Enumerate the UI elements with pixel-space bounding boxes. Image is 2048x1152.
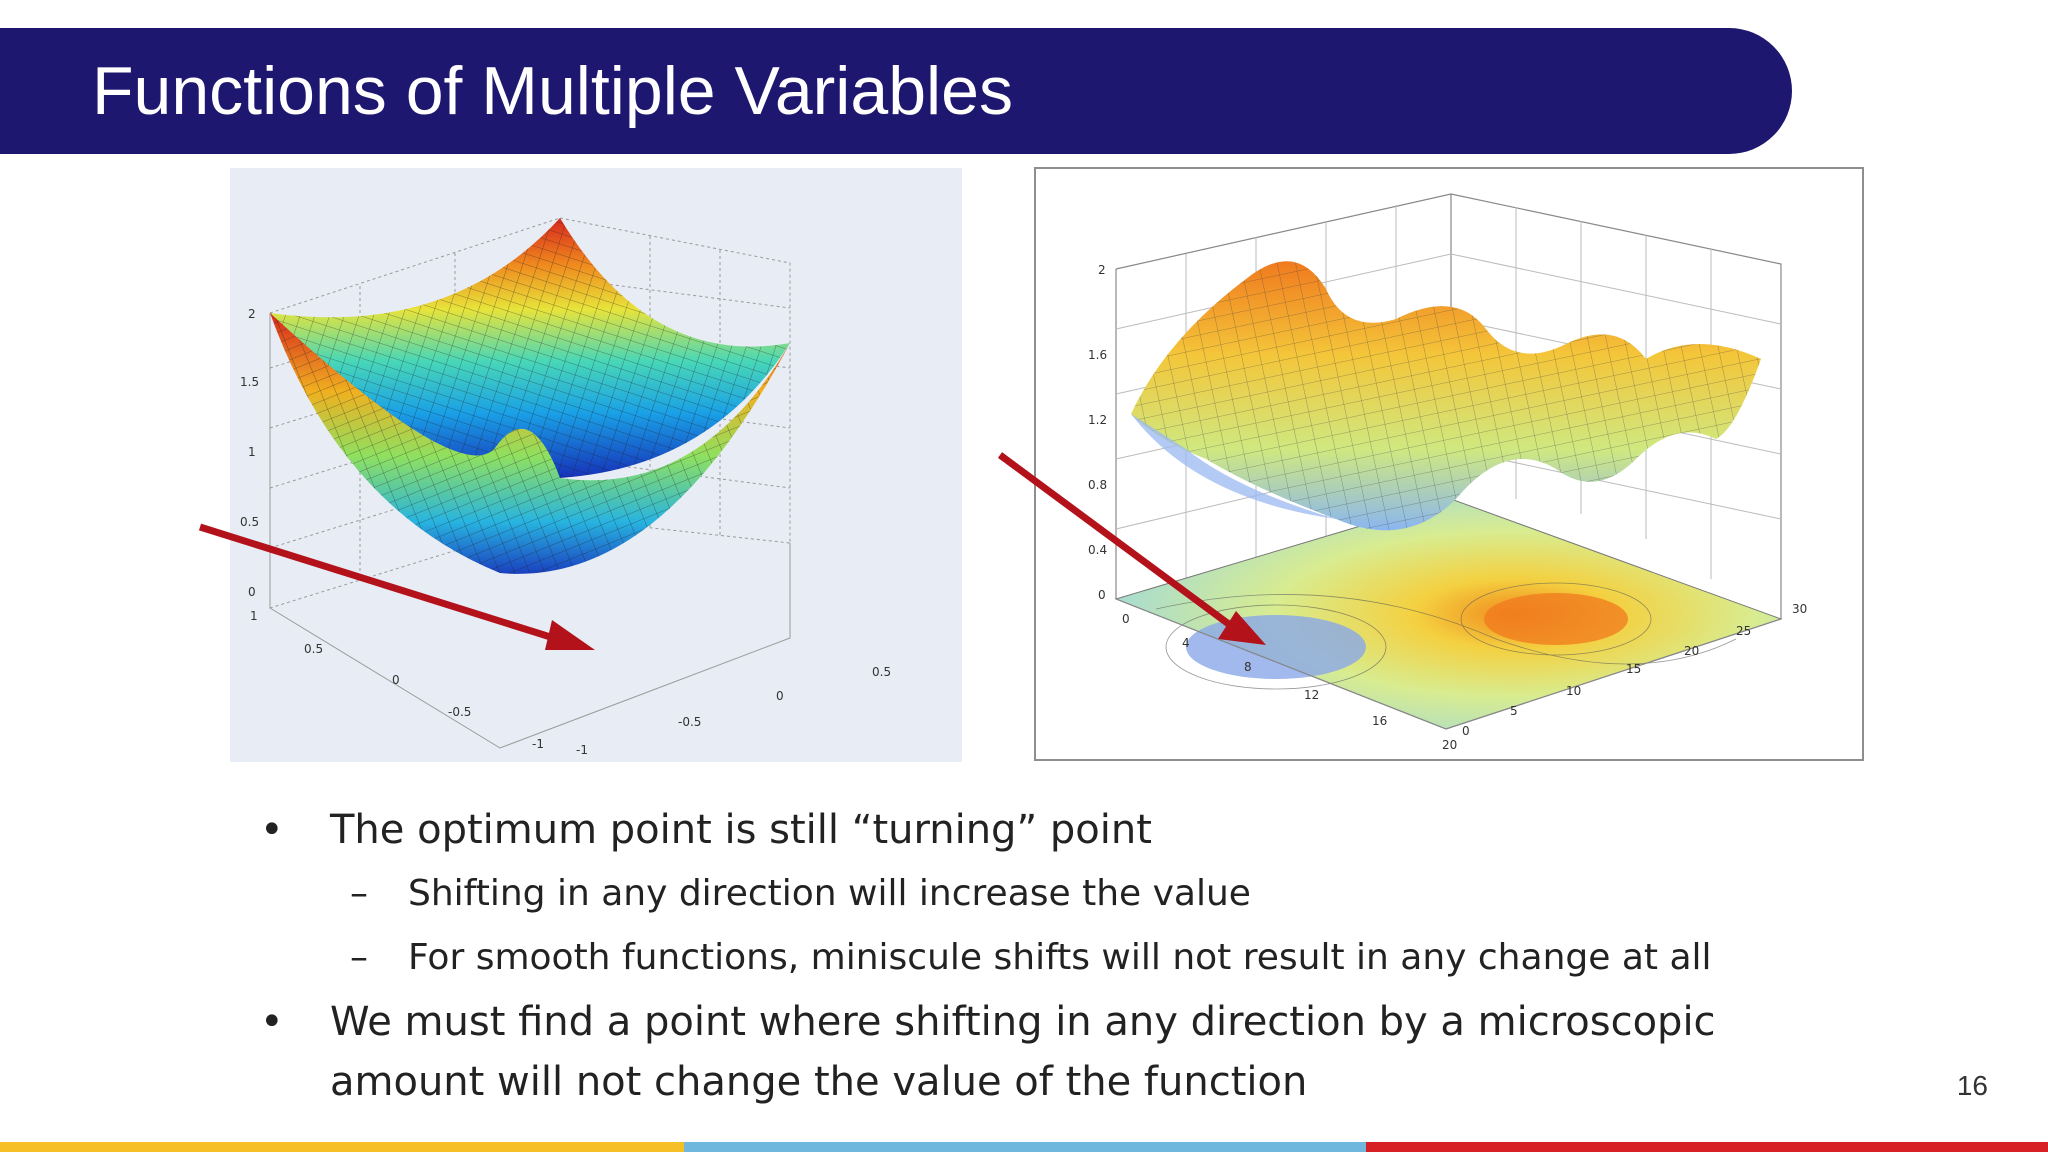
x-tick: -1 (532, 737, 544, 751)
minimum-arrow-left (198, 523, 595, 650)
sub-bullet-text: For smooth functions, miniscule shifts w… (408, 937, 1712, 978)
z-tick: 0 (248, 585, 256, 599)
bullet-dot: • (260, 807, 284, 853)
x-tick: 1 (250, 609, 258, 623)
z-tick: 1 (248, 445, 256, 459)
footer-segment-blue (684, 1142, 1366, 1152)
z-tick: 0 (1098, 588, 1106, 602)
y-tick: 25 (1736, 624, 1751, 638)
x-tick: 4 (1182, 636, 1190, 650)
sub-bullet-item: – For smooth functions, miniscule shifts… (260, 928, 1740, 988)
z-tick: 1.5 (240, 375, 259, 389)
paraboloid-surface-figure: 2 1.5 1 0.5 0 1 0.5 0 -0.5 -1 -1 -0.5 0 … (230, 168, 962, 762)
nonconvex-surface-figure: 2 1.6 1.2 0.8 0.4 0 0 4 8 12 16 20 0 5 1… (1034, 167, 1864, 761)
z-tick: 2 (248, 307, 256, 321)
y-tick: -1 (576, 743, 588, 757)
x-tick: 0.5 (304, 642, 323, 656)
x-tick: 16 (1372, 714, 1387, 728)
x-tick: 8 (1244, 660, 1252, 674)
sub-bullet-dash: – (350, 873, 368, 914)
bullet-dot: • (260, 999, 284, 1045)
z-tick: 2 (1098, 263, 1106, 277)
bullet-item: • We must find a point where shifting in… (260, 992, 1790, 1112)
footer-color-bar (0, 1142, 2048, 1152)
z-tick: 1.2 (1088, 413, 1107, 427)
x-tick: 20 (1442, 738, 1457, 752)
z-tick: 1.6 (1088, 348, 1107, 362)
bullet-item: • The optimum point is still “turning” p… (260, 800, 1740, 860)
y-tick: 10 (1566, 684, 1581, 698)
sub-bullet-text: Shifting in any direction will increase … (408, 873, 1251, 914)
x-tick: 0 (392, 673, 400, 687)
x-tick: 0 (1122, 612, 1130, 626)
title-banner (0, 28, 1792, 154)
x-tick: 12 (1304, 688, 1319, 702)
y-tick: 5 (1510, 704, 1518, 718)
y-tick: 0.5 (872, 665, 891, 679)
slide-title: Functions of Multiple Variables (92, 53, 1013, 129)
z-tick: 0.4 (1088, 543, 1107, 557)
y-tick: 0 (1462, 724, 1470, 738)
y-tick: -0.5 (678, 715, 701, 729)
y-tick: 0 (776, 689, 784, 703)
y-tick: 15 (1626, 662, 1641, 676)
y-tick: 20 (1684, 644, 1699, 658)
z-tick: 0.5 (240, 515, 259, 529)
footer-segment-red (1366, 1142, 2048, 1152)
footer-segment-yellow (0, 1142, 684, 1152)
sub-bullet-dash: – (350, 937, 368, 978)
bullet-text: We must find a point where shifting in a… (330, 999, 1716, 1105)
bullet-list: • The optimum point is still “turning” p… (260, 800, 1740, 1112)
y-tick: 30 (1792, 602, 1807, 616)
sub-bullet-item: – Shifting in any direction will increas… (260, 864, 1740, 924)
minimum-arrow-right (997, 452, 1266, 645)
z-tick: 0.8 (1088, 478, 1107, 492)
x-tick: -0.5 (448, 705, 471, 719)
page-number: 16 (1956, 1070, 1988, 1101)
bullet-text: The optimum point is still “turning” poi… (330, 807, 1152, 853)
